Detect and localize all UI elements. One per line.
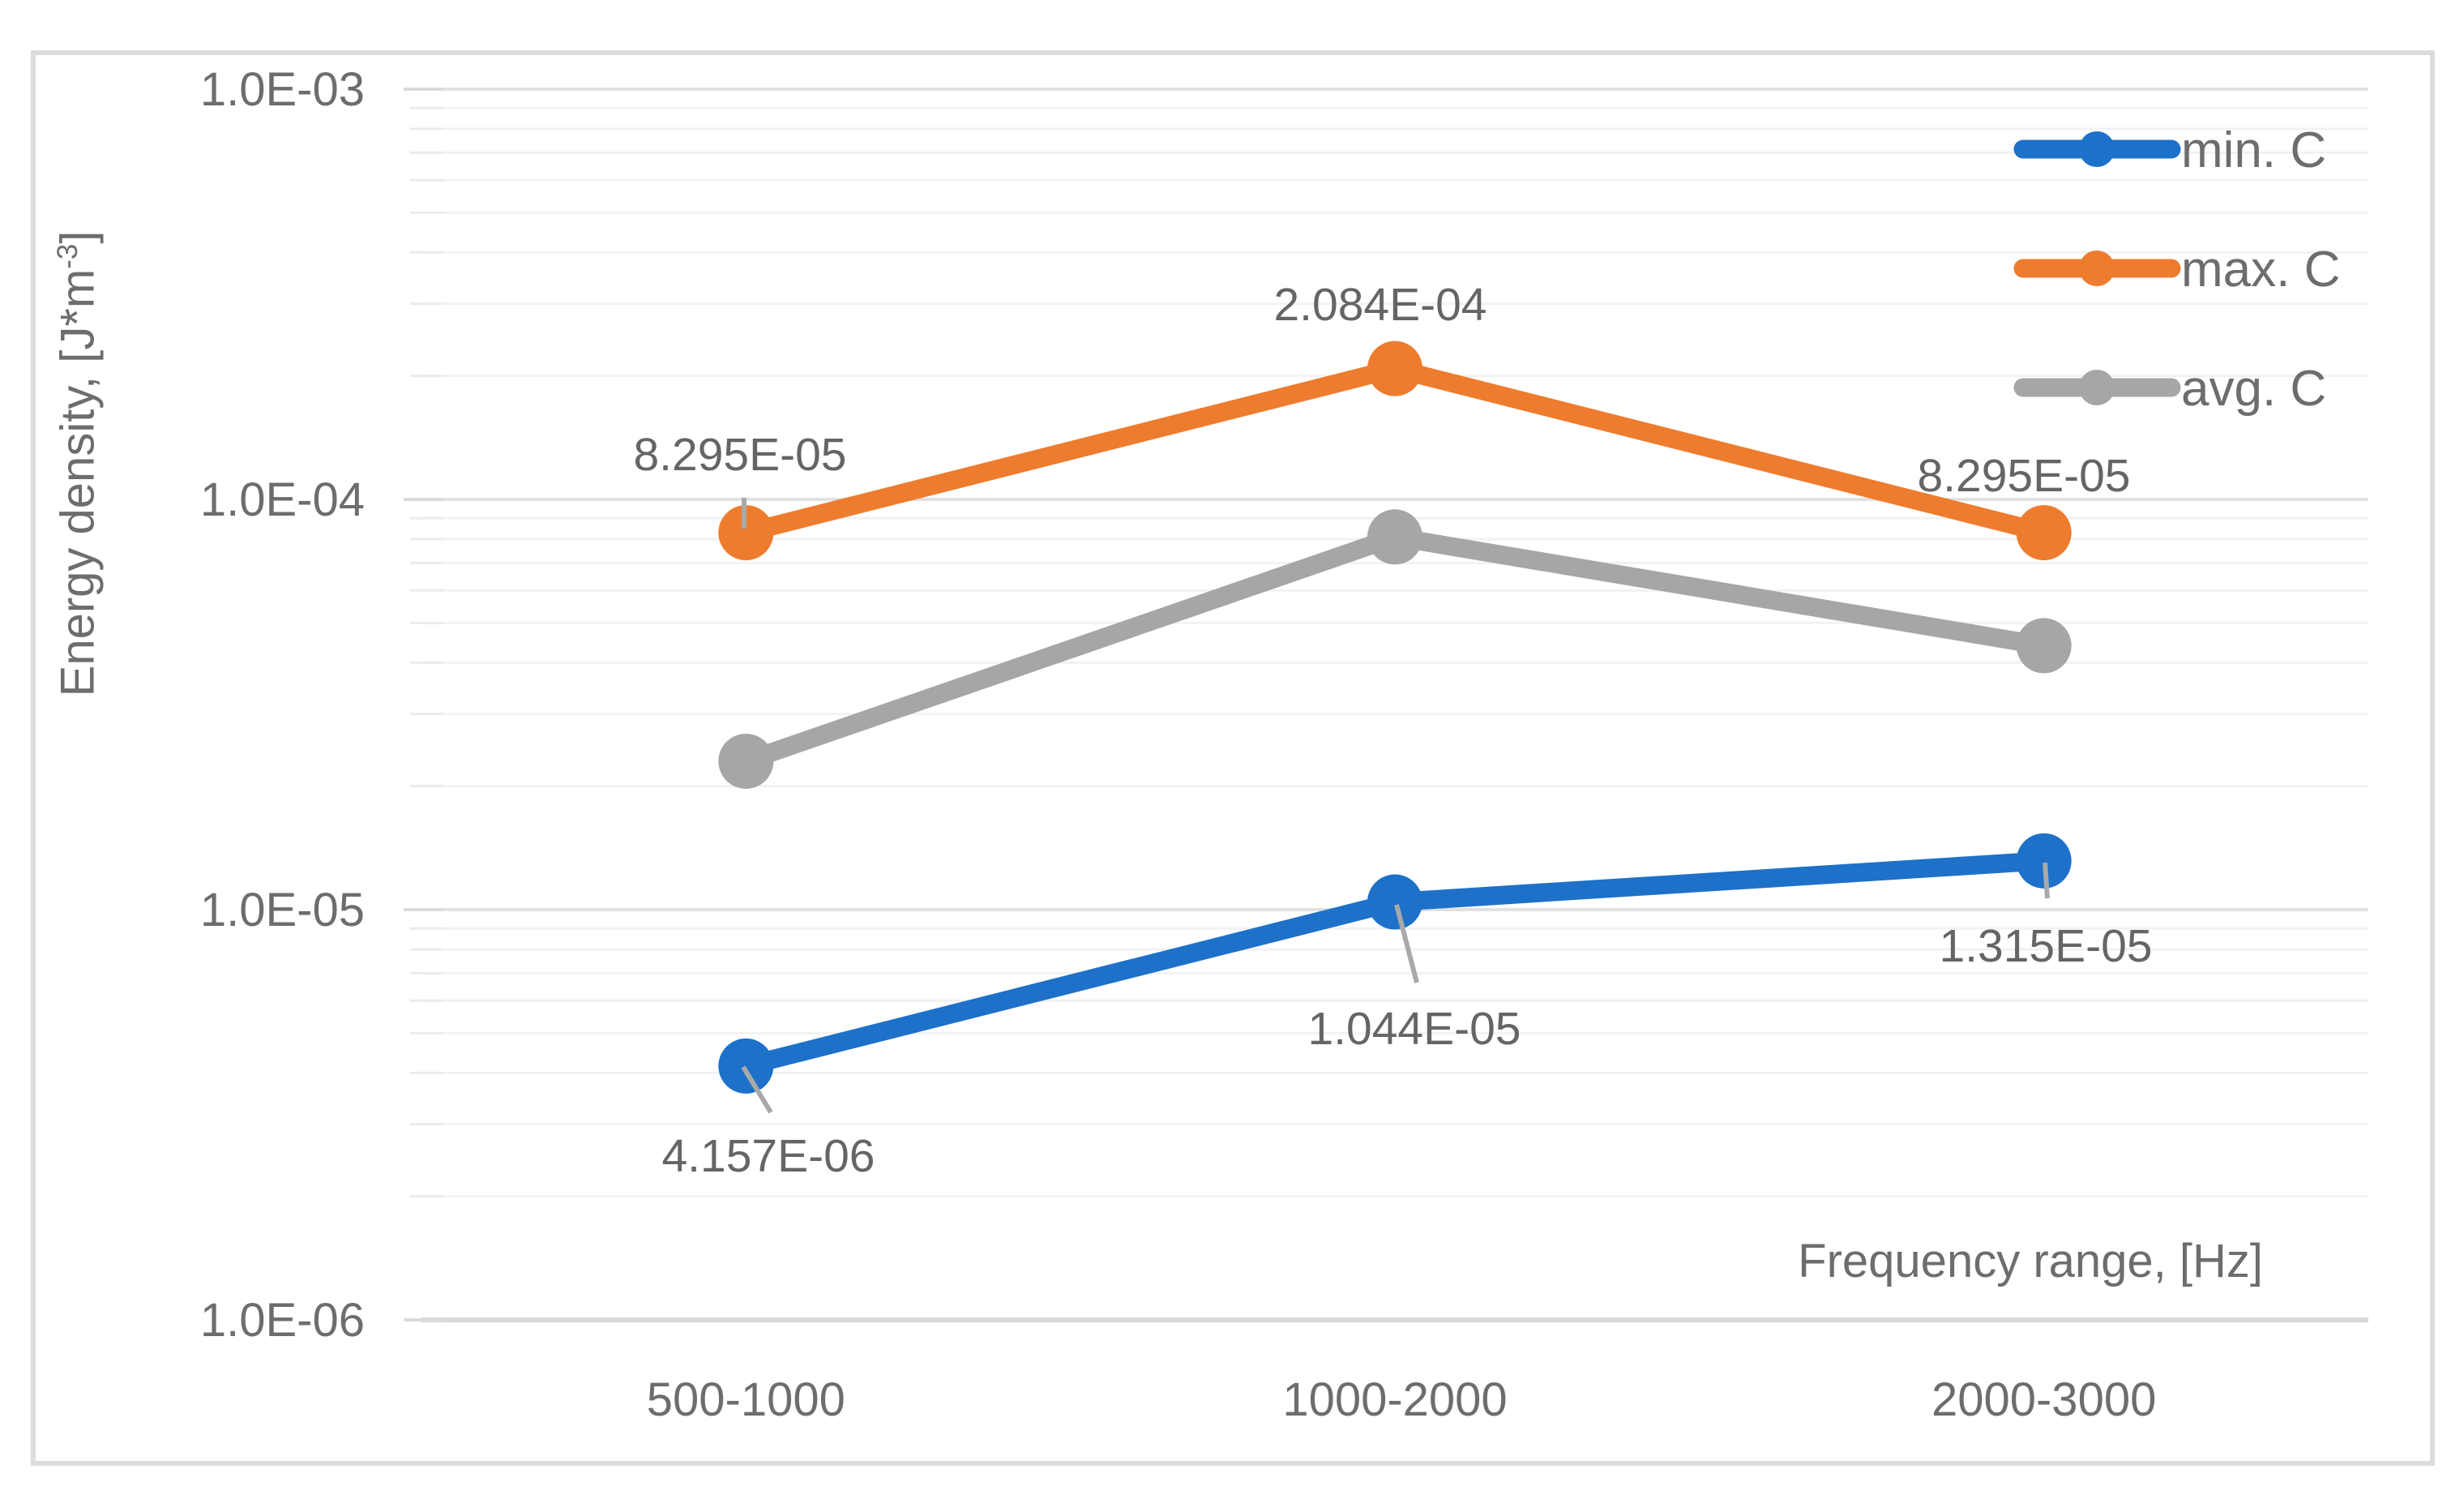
data-point-avg-c <box>1367 509 1422 565</box>
data-label: 2.084E-04 <box>1273 279 1487 331</box>
chart-frame <box>31 50 2435 1466</box>
data-point-min-c <box>718 1038 774 1094</box>
y-axis-title-superscript: -3 <box>52 243 84 269</box>
data-label: 1.044E-05 <box>1307 1003 1521 1055</box>
y-tick-label: 1.0E-05 <box>200 884 365 936</box>
legend-label: min. C <box>2181 122 2326 178</box>
x-tick-label: 500-1000 <box>647 1373 845 1426</box>
y-tick-label: 1.0E-06 <box>200 1294 365 1347</box>
data-point-min-c <box>1367 874 1422 930</box>
x-tick-label: 2000-3000 <box>1931 1373 2156 1426</box>
data-point-avg-c <box>2016 618 2072 674</box>
legend-marker-swatch <box>2079 251 2115 286</box>
x-axis-title: Frequency range, [Hz] <box>1798 1235 2263 1287</box>
legend-label: avg. C <box>2181 361 2326 417</box>
data-label-leader-line <box>2043 862 2050 899</box>
data-point-avg-c <box>718 733 774 789</box>
data-label-leader-line <box>741 1065 773 1114</box>
legend-marker-swatch <box>2079 131 2115 167</box>
data-label: 8.295E-05 <box>1917 450 2130 502</box>
y-axis-title-bracket: ] <box>51 230 105 244</box>
data-point-max-c <box>718 505 774 561</box>
data-label-leader-line <box>1394 904 1419 983</box>
x-tick-label: 1000-2000 <box>1282 1373 1507 1426</box>
y-tick-label: 1.0E-03 <box>200 63 365 116</box>
data-point-min-c <box>2016 833 2072 889</box>
data-point-max-c <box>1367 341 1422 396</box>
data-label: 8.295E-05 <box>633 429 846 481</box>
y-tick-label: 1.0E-04 <box>200 473 365 526</box>
legend-marker-swatch <box>2079 370 2115 405</box>
data-label: 4.157E-06 <box>661 1130 875 1182</box>
data-label: 1.315E-05 <box>1939 920 2152 972</box>
y-axis-title-text: Energy density, [J*m <box>51 268 105 697</box>
series-line-avg-c <box>736 527 2054 771</box>
legend-label: max. C <box>2181 242 2340 298</box>
y-axis-title: Energy density, [J*m-3] <box>51 231 105 697</box>
data-point-max-c <box>2016 505 2072 561</box>
